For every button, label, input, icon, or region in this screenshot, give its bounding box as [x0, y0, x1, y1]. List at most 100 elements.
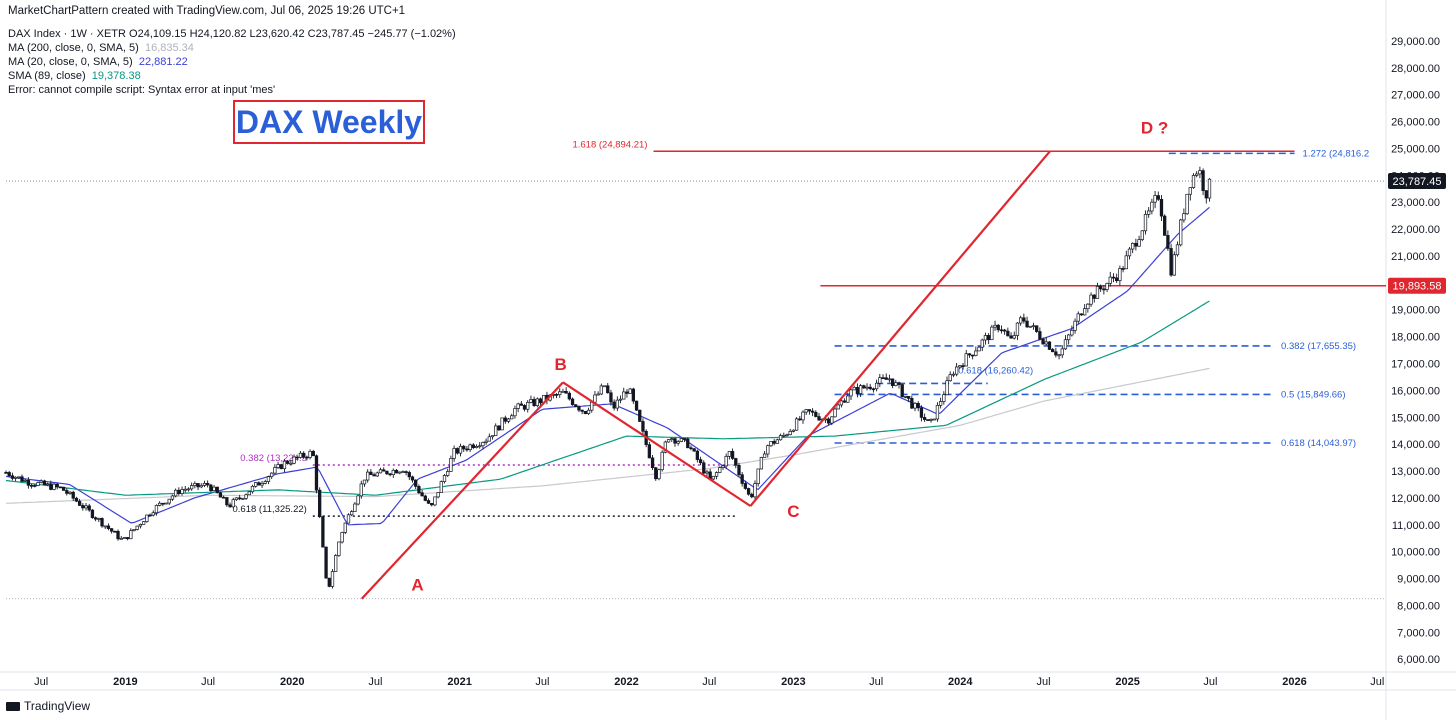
candle-body	[398, 471, 402, 474]
candle-body	[106, 525, 111, 529]
candle-body	[161, 502, 165, 505]
candle-body	[193, 483, 197, 486]
candle-body	[516, 403, 520, 409]
candle-body	[522, 405, 527, 410]
candle-body	[484, 440, 488, 443]
candle-body	[1124, 255, 1128, 270]
candle-body	[394, 469, 399, 474]
candle-body	[938, 401, 943, 406]
y-tick-label: 6,000.00	[1397, 654, 1440, 666]
candle-body	[87, 505, 91, 511]
candle-body	[1179, 219, 1183, 246]
candle-body	[903, 396, 908, 398]
candle-body	[401, 471, 405, 473]
sma89-legend[interactable]: SMA (89, close) 19,378.38	[8, 70, 141, 83]
candle-body	[814, 411, 818, 417]
candle-body	[141, 521, 146, 525]
candle-body	[244, 494, 248, 499]
candle-body	[103, 525, 107, 528]
candle-body	[167, 498, 171, 504]
x-tick-label: Jul	[1036, 676, 1050, 688]
candle-body	[154, 505, 159, 514]
fib-level-label: 1.272 (24,816.2	[1303, 148, 1370, 159]
candle-body	[116, 530, 120, 540]
candle-body	[641, 421, 645, 432]
candle-body	[273, 467, 277, 474]
candle-body	[404, 471, 408, 473]
candle-body	[362, 479, 367, 485]
candle-body	[55, 483, 59, 488]
fib-level-label: 0.382 (13,224.5	[240, 453, 307, 464]
y-tick-label: 17,000.00	[1391, 359, 1440, 371]
price-tag-label: 19,893.58	[1393, 281, 1442, 293]
candle-body	[1131, 242, 1135, 250]
ma200-legend[interactable]: MA (200, close, 0, SMA, 5) 16,835.34	[8, 42, 194, 55]
candle-body	[13, 476, 18, 479]
candle-body	[1079, 313, 1084, 316]
candle-body	[503, 417, 507, 422]
candle-body	[266, 476, 271, 482]
candle-body	[628, 388, 632, 394]
candle-body	[654, 467, 658, 480]
ma20-label: MA (20, close, 0, SMA, 5)	[8, 56, 133, 68]
candle-body	[1019, 317, 1023, 324]
candle-body	[743, 483, 748, 489]
candle-body	[945, 380, 949, 396]
candle-body	[1204, 190, 1208, 199]
ma20-legend[interactable]: MA (20, close, 0, SMA, 5) 22,881.22	[8, 56, 188, 69]
candle-body	[833, 408, 837, 418]
candle-body	[423, 495, 427, 501]
candle-body	[382, 469, 386, 472]
candle-body	[1067, 334, 1071, 341]
candle-body	[1172, 254, 1176, 276]
candle-body	[804, 409, 808, 413]
candle-body	[289, 462, 293, 465]
candle-body	[119, 538, 123, 540]
candle-body	[270, 472, 274, 478]
candle-body	[340, 532, 344, 543]
candle-body	[634, 400, 639, 411]
candle-body	[529, 399, 533, 403]
candle-body	[919, 407, 924, 418]
x-tick-label: 2020	[280, 676, 304, 688]
x-tick-label: Jul	[34, 676, 48, 688]
pattern-label-D: D ?	[1141, 119, 1168, 138]
candle-body	[436, 492, 440, 498]
candle-body	[1099, 286, 1103, 290]
candle-body	[36, 482, 40, 486]
candle-body	[759, 457, 764, 470]
candle-body	[922, 417, 927, 420]
candle-body	[212, 486, 216, 491]
candle-body	[532, 399, 536, 407]
candle-body	[602, 385, 607, 388]
candle-body	[337, 541, 341, 556]
candle-body	[663, 441, 668, 453]
candle-body	[1095, 286, 1100, 299]
candle-body	[785, 434, 789, 437]
candle-body	[314, 455, 319, 491]
candle-body	[846, 395, 850, 403]
candle-body	[250, 485, 255, 493]
candle-body	[906, 396, 911, 399]
y-tick-label: 11,000.00	[1392, 520, 1440, 532]
candle-body	[196, 483, 200, 488]
pattern-label-A: A	[411, 576, 423, 595]
pattern-label-C: C	[787, 502, 799, 521]
price-tag-label: 23,787.45	[1393, 176, 1442, 188]
candle-body	[711, 475, 716, 480]
candle-body	[474, 446, 479, 449]
candle-body	[369, 471, 373, 476]
candle-body	[446, 471, 450, 476]
tradingview-footer[interactable]: TradingView	[6, 699, 90, 713]
candle-body	[148, 514, 152, 517]
candle-body	[1166, 235, 1170, 249]
candle-body	[913, 403, 917, 409]
candle-body	[410, 476, 415, 481]
candle-body	[849, 389, 853, 397]
candle-body	[698, 459, 703, 464]
candle-body	[622, 391, 626, 400]
candle-body	[506, 418, 511, 422]
price-tag-bg	[1388, 173, 1446, 190]
candle-body	[490, 435, 495, 438]
